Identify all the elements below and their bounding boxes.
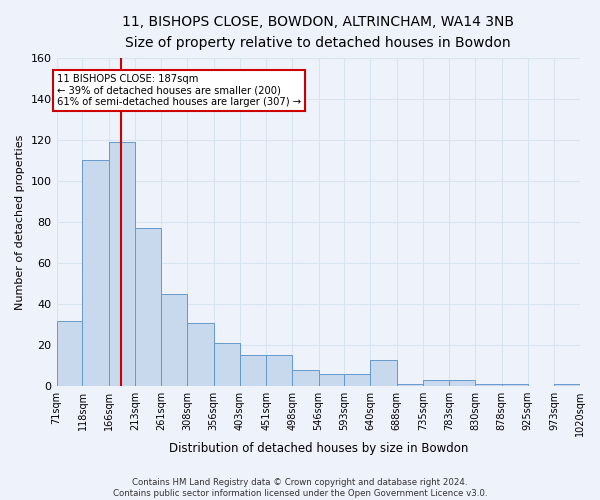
Bar bbox=[266, 356, 292, 386]
Y-axis label: Number of detached properties: Number of detached properties bbox=[15, 134, 25, 310]
Bar bbox=[319, 374, 344, 386]
X-axis label: Distribution of detached houses by size in Bowdon: Distribution of detached houses by size … bbox=[169, 442, 468, 455]
Bar bbox=[449, 380, 475, 386]
Bar bbox=[475, 384, 502, 386]
Text: 11 BISHOPS CLOSE: 187sqm
← 39% of detached houses are smaller (200)
61% of semi-: 11 BISHOPS CLOSE: 187sqm ← 39% of detach… bbox=[57, 74, 301, 108]
Bar bbox=[135, 228, 161, 386]
Bar bbox=[214, 343, 239, 386]
Text: Contains HM Land Registry data © Crown copyright and database right 2024.
Contai: Contains HM Land Registry data © Crown c… bbox=[113, 478, 487, 498]
Bar bbox=[292, 370, 319, 386]
Bar bbox=[109, 142, 135, 386]
Bar bbox=[161, 294, 187, 386]
Bar bbox=[554, 384, 580, 386]
Bar bbox=[56, 320, 82, 386]
Bar bbox=[344, 374, 370, 386]
Bar bbox=[187, 322, 214, 386]
Bar bbox=[397, 384, 423, 386]
Bar bbox=[423, 380, 449, 386]
Bar bbox=[239, 356, 266, 386]
Title: 11, BISHOPS CLOSE, BOWDON, ALTRINCHAM, WA14 3NB
Size of property relative to det: 11, BISHOPS CLOSE, BOWDON, ALTRINCHAM, W… bbox=[122, 15, 514, 50]
Bar bbox=[82, 160, 109, 386]
Bar bbox=[370, 360, 397, 386]
Bar bbox=[502, 384, 527, 386]
